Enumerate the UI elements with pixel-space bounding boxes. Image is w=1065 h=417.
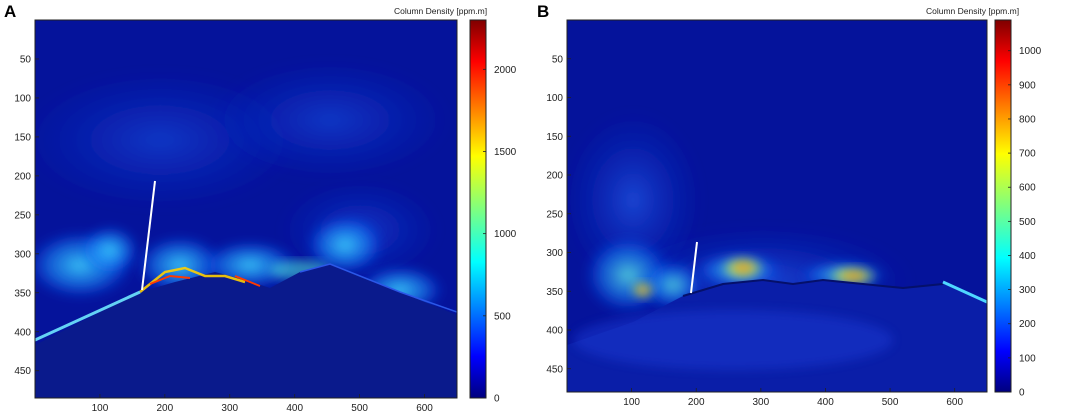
y-tick-label: 200 bbox=[14, 171, 31, 182]
x-tick-label: 300 bbox=[221, 403, 238, 414]
colorbar-tick-label: 0 bbox=[494, 394, 500, 405]
panel-a: A Column Density [ppm.m] bbox=[0, 0, 532, 417]
colorbar-tick-label: 500 bbox=[494, 311, 511, 322]
y-tick-label: 450 bbox=[546, 364, 563, 375]
x-tick-label: 300 bbox=[753, 397, 770, 408]
y-tick-label: 150 bbox=[14, 132, 31, 143]
y-tick-label: 250 bbox=[546, 209, 563, 220]
plume bbox=[567, 110, 987, 392]
x-tick-label: 600 bbox=[946, 397, 963, 408]
colorbar-title: Column Density [ppm.m] bbox=[394, 6, 488, 16]
y-tick-label: 100 bbox=[546, 93, 563, 104]
colorbar bbox=[994, 19, 1012, 393]
colorbar-tick-label: 700 bbox=[1019, 149, 1036, 160]
y-tick-label: 400 bbox=[546, 326, 563, 337]
axis-ticks: 50 100 150 200 250 300 350 400 450 100 200 300 400 50… bbox=[14, 54, 433, 414]
colorbar-tick-label: 600 bbox=[1019, 183, 1036, 194]
x-tick-label: 400 bbox=[817, 397, 834, 408]
y-tick-label: 300 bbox=[14, 249, 31, 260]
y-tick-label: 50 bbox=[552, 54, 564, 65]
colorbar-tick-label: 1000 bbox=[1019, 46, 1042, 57]
x-tick-label: 600 bbox=[416, 403, 433, 414]
x-tick-label: 200 bbox=[688, 397, 705, 408]
y-tick-label: 150 bbox=[546, 132, 563, 143]
y-tick-label: 450 bbox=[14, 366, 31, 377]
y-tick-label: 250 bbox=[14, 210, 31, 221]
colorbar-tick-label: 300 bbox=[1019, 285, 1036, 296]
axis-ticks: 50 100 150 200 250 300 350 400 450 100 200 300 400 50… bbox=[546, 54, 963, 408]
colorbar-tick-label: 200 bbox=[1019, 319, 1036, 330]
marker-line bbox=[141, 180, 156, 291]
colorbar-tick-label: 1500 bbox=[494, 147, 517, 158]
colorbar-tick-label: 1000 bbox=[494, 229, 517, 240]
colorbar-tick-label: 500 bbox=[1019, 217, 1036, 228]
colorbar-tick-label: 400 bbox=[1019, 251, 1036, 262]
marker-line bbox=[690, 241, 698, 294]
y-tick-label: 50 bbox=[20, 54, 32, 65]
colorbar-ticks: 0 100 200 300 400 500 600 700 800 900 1000 bbox=[1008, 46, 1042, 399]
y-tick-label: 100 bbox=[14, 93, 31, 104]
y-tick-label: 300 bbox=[546, 248, 563, 259]
colorbar-tick-label: 2000 bbox=[494, 65, 517, 76]
x-tick-label: 500 bbox=[351, 403, 368, 414]
panel-letter: A bbox=[4, 2, 17, 21]
mountain-silhouette bbox=[35, 264, 457, 398]
x-tick-label: 500 bbox=[882, 397, 899, 408]
y-tick-label: 200 bbox=[546, 171, 563, 182]
colorbar-title: Column Density [ppm.m] bbox=[926, 6, 1020, 16]
colorbar-tick-label: 100 bbox=[1019, 353, 1036, 364]
colorbar bbox=[469, 19, 487, 399]
colorbar-tick-label: 0 bbox=[1019, 388, 1025, 399]
y-tick-label: 350 bbox=[546, 287, 563, 298]
colorbar-tick-label: 800 bbox=[1019, 114, 1036, 125]
x-tick-label: 400 bbox=[286, 403, 303, 414]
plume bbox=[35, 60, 457, 398]
plume-image-a: 50 100 150 200 250 300 350 400 450 100 200 300 400 50… bbox=[14, 19, 517, 414]
panel-letter: B bbox=[537, 2, 550, 21]
colorbar-ticks: 0 500 1000 1500 2000 bbox=[483, 65, 517, 405]
plume-image-b: 50 100 150 200 250 300 350 400 450 100 200 300 400 50… bbox=[546, 19, 1042, 408]
x-tick-label: 100 bbox=[623, 397, 640, 408]
y-tick-label: 400 bbox=[14, 327, 31, 338]
x-tick-label: 200 bbox=[157, 403, 174, 414]
x-tick-label: 100 bbox=[92, 403, 109, 414]
panel-b: B Column Density [ppm.m] bbox=[533, 0, 1065, 417]
y-tick-label: 350 bbox=[14, 288, 31, 299]
colorbar-tick-label: 900 bbox=[1019, 80, 1036, 91]
